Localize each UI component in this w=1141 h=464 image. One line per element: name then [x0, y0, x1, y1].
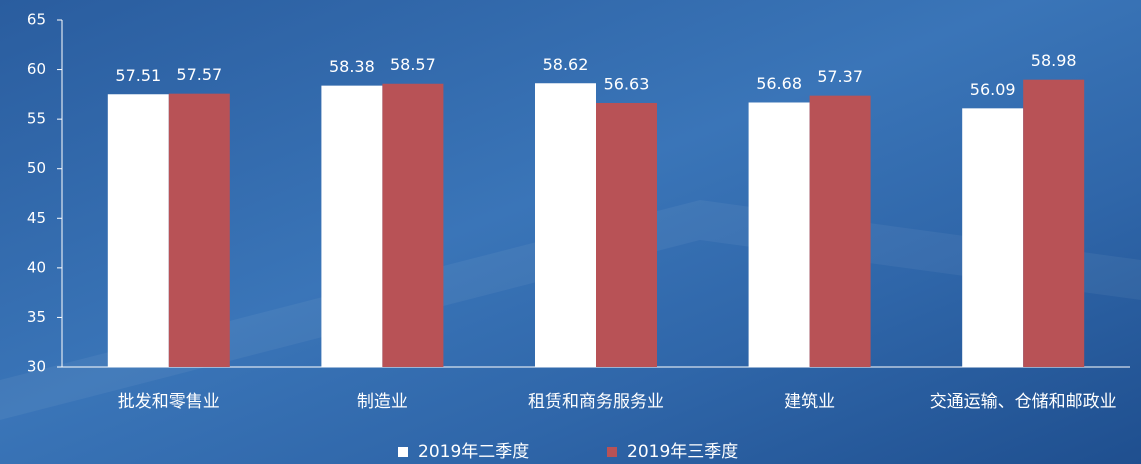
y-tick-label: 40 — [27, 258, 46, 276]
y-tick-label: 55 — [27, 110, 46, 128]
legend-swatch — [607, 447, 617, 457]
data-label: 57.57 — [176, 65, 222, 84]
bar — [107, 94, 169, 368]
x-tick-label: 批发和零售业 — [118, 392, 220, 412]
y-tick-label: 65 — [27, 11, 46, 29]
y-tick-label: 30 — [27, 358, 46, 376]
bar — [748, 102, 810, 368]
bar — [809, 95, 871, 368]
y-tick-label: 60 — [27, 60, 46, 78]
bar — [321, 85, 383, 367]
x-tick-label: 交通运输、仓储和邮政业 — [930, 392, 1117, 412]
bar — [962, 108, 1024, 367]
x-tick-label: 建筑业 — [784, 392, 835, 412]
bar — [596, 102, 657, 367]
y-tick-label: 35 — [27, 308, 46, 326]
data-label: 57.51 — [115, 66, 161, 85]
legend-label: 2019年二季度 — [418, 442, 529, 462]
data-label: 56.68 — [756, 74, 802, 93]
data-label: 58.98 — [1031, 51, 1077, 70]
data-label: 58.62 — [543, 55, 589, 74]
data-label: 58.38 — [329, 57, 375, 76]
bar — [382, 83, 444, 368]
y-tick-label: 50 — [27, 159, 46, 177]
data-label: 56.09 — [970, 80, 1016, 99]
x-tick-label: 制造业 — [357, 392, 408, 412]
data-label: 58.57 — [390, 55, 436, 74]
y-tick-label: 45 — [27, 209, 46, 227]
data-label: 56.63 — [604, 74, 650, 93]
bar — [535, 83, 596, 367]
data-label: 57.37 — [817, 67, 863, 86]
legend-label: 2019年三季度 — [627, 442, 738, 462]
legend-swatch — [398, 447, 408, 457]
bar — [168, 93, 230, 367]
x-tick-label: 租赁和商务服务业 — [528, 392, 664, 412]
bar — [1023, 79, 1085, 368]
